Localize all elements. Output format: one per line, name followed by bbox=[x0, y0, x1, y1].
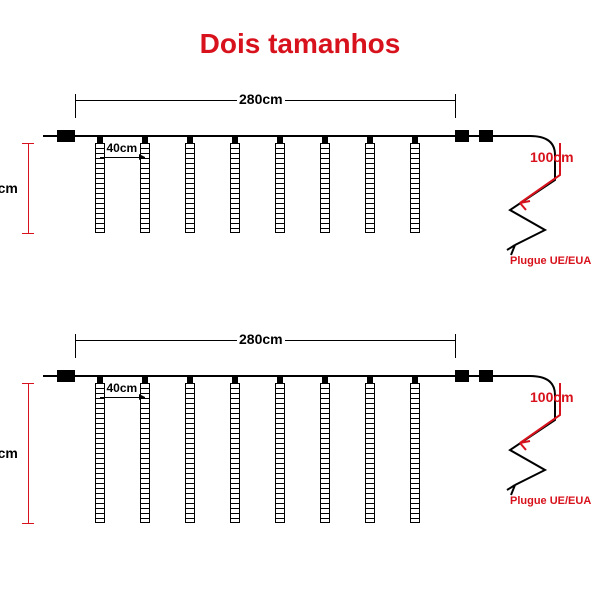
tube bbox=[320, 383, 330, 523]
tube bbox=[275, 383, 285, 523]
dim-width-label: 280cm bbox=[237, 331, 285, 347]
plug-label: Plugue UE/EUA bbox=[510, 495, 591, 507]
dim-spacing-label: 40cm bbox=[105, 381, 140, 395]
main-cable bbox=[75, 135, 455, 137]
tube bbox=[95, 383, 105, 523]
tube bbox=[320, 143, 330, 233]
tube bbox=[140, 383, 150, 523]
dim-height-line bbox=[28, 383, 29, 523]
main-cable bbox=[75, 375, 455, 377]
diagram-bottom: 280cm 40cm 50cm 100cm Plugue UE/EUA bbox=[0, 330, 600, 590]
tube bbox=[365, 143, 375, 233]
dim-height-line bbox=[28, 143, 29, 233]
plug-cord bbox=[485, 125, 600, 265]
dim-spacing-label: 40cm bbox=[105, 141, 140, 155]
tube bbox=[410, 383, 420, 523]
dim-cord-label: 100cm bbox=[530, 389, 574, 405]
tube bbox=[410, 143, 420, 233]
dim-height-label: 30cm bbox=[0, 180, 20, 196]
plug-cord bbox=[485, 365, 600, 505]
left-connector bbox=[57, 130, 75, 142]
tube bbox=[230, 143, 240, 233]
tube bbox=[230, 383, 240, 523]
dim-cord-label: 100cm bbox=[530, 149, 574, 165]
right-connector bbox=[455, 370, 469, 382]
plug-label: Plugue UE/EUA bbox=[510, 255, 591, 267]
right-connector bbox=[455, 130, 469, 142]
dim-width-label: 280cm bbox=[237, 91, 285, 107]
tube bbox=[185, 383, 195, 523]
dim-height-label: 50cm bbox=[0, 445, 20, 461]
tube bbox=[185, 143, 195, 233]
left-connector bbox=[57, 370, 75, 382]
diagram-top: 280cm 40cm 30cm 100cm Plugue UE/EUA bbox=[0, 90, 600, 300]
tube bbox=[275, 143, 285, 233]
page-title: Dois tamanhos bbox=[0, 28, 600, 60]
tube bbox=[365, 383, 375, 523]
